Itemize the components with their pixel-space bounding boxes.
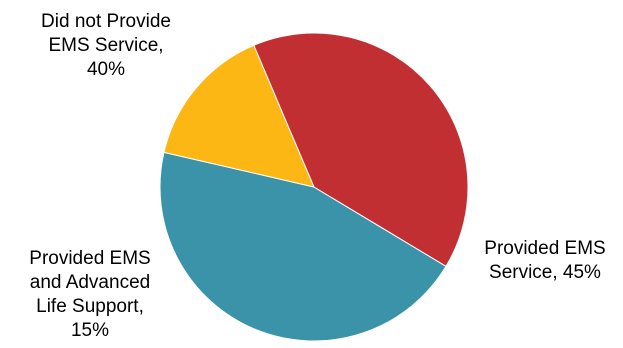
pie-slices <box>159 32 469 342</box>
slice-no-ems <box>253 32 469 268</box>
slice-label-no-ems: Did not Provide EMS Service, 40% <box>41 11 171 80</box>
slice-ems-als <box>163 44 315 188</box>
pie-labels: Provided EMS Service, 45% Provided EMS and… <box>29 11 605 341</box>
slice-label-provided-ems: Provided EMS Service, 45% <box>484 238 605 283</box>
slice-label-ems-als: Provided EMS and Advanced Life Support, 15% <box>29 248 150 341</box>
slice-provided-ems <box>159 151 447 342</box>
